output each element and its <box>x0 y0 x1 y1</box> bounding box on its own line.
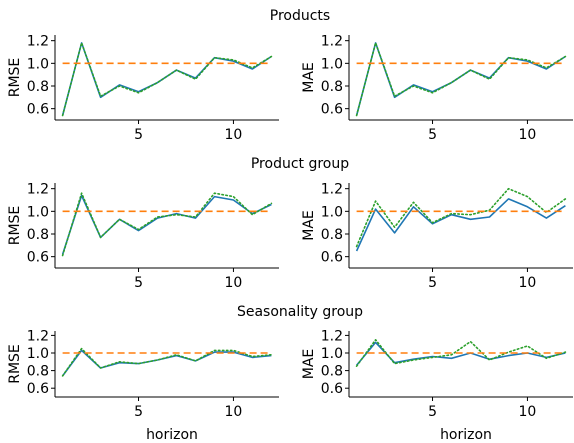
x-tick-label: 5 <box>134 275 143 291</box>
y-tick-label: 1.2 <box>27 182 49 198</box>
x-tick-label: 10 <box>225 275 243 291</box>
y-axis-label: MAE <box>301 349 317 380</box>
y-tick-label: 0.8 <box>27 79 49 95</box>
panel-4: 0.6 0.8 1.0 1.2 5 10 MAE <box>301 182 573 291</box>
series-line-solid <box>357 199 566 251</box>
y-tick-label: 0.6 <box>27 381 49 397</box>
panel-3: 0.6 0.8 1.0 1.2 5 10 RMSE <box>7 182 279 291</box>
row-title-seasonality-group: Seasonality group <box>237 304 363 320</box>
y-tick-label: 0.6 <box>27 250 49 266</box>
y-axis-label: MAE <box>301 62 317 93</box>
x-tick-label: 10 <box>225 127 243 143</box>
panel-5: 0.60.8 1.0 1.2 5 10 RMSE <box>7 328 279 420</box>
y-tick-label: 0.8 <box>27 364 49 380</box>
series-line-solid <box>63 350 272 376</box>
y-tick-label: 1.0 <box>321 204 343 220</box>
y-axis-label: MAE <box>301 210 317 241</box>
y-tick-label: 1.0 <box>27 346 49 362</box>
y-tick-label: 0.8 <box>27 227 49 243</box>
y-tick-label: 1.0 <box>27 204 49 220</box>
x-tick-label: 10 <box>519 127 537 143</box>
panel-6: 0.60.8 1.0 1.2 5 10 MAE <box>301 328 573 420</box>
y-tick-label: 1.0 <box>27 56 49 72</box>
y-tick-label: 0.8 <box>321 227 343 243</box>
x-tick-label: 10 <box>519 404 537 420</box>
panel-2: 0.6 0.8 1.0 1.2 5 10 MAE <box>301 34 573 143</box>
x-tick-label: 5 <box>134 404 143 420</box>
y-tick-label: 1.2 <box>27 34 49 50</box>
y-tick-label: 0.8 <box>321 364 343 380</box>
y-tick-label: 0.8 <box>321 79 343 95</box>
x-tick-label: 10 <box>225 404 243 420</box>
row-title-products: Products <box>270 8 330 24</box>
series-line-solid <box>357 342 566 365</box>
x-tick-label: 10 <box>519 275 537 291</box>
y-tick-label: 0.6 <box>27 102 49 118</box>
x-tick-label: 5 <box>428 127 437 143</box>
x-axis-label-right: horizon <box>440 427 492 443</box>
y-tick-label: 1.2 <box>321 182 343 198</box>
y-axis-label: RMSE <box>7 344 23 384</box>
y-tick-label: 1.2 <box>321 34 343 50</box>
y-axis-label: RMSE <box>7 58 23 98</box>
y-tick-label: 1.0 <box>321 56 343 72</box>
x-tick-label: 5 <box>428 275 437 291</box>
y-tick-label: 0.6 <box>321 102 343 118</box>
y-tick-label: 0.6 <box>321 250 343 266</box>
series-line-dotted <box>357 43 566 116</box>
y-tick-label: 1.2 <box>27 328 49 344</box>
row-title-product-group: Product group <box>251 156 349 172</box>
y-axis-label: RMSE <box>7 206 23 246</box>
x-tick-label: 5 <box>134 127 143 143</box>
y-tick-label: 0.6 <box>321 381 343 397</box>
x-axis-label-left: horizon <box>146 427 198 443</box>
x-tick-label: 5 <box>428 404 437 420</box>
y-tick-label: 1.0 <box>321 346 343 362</box>
series-line-dotted <box>63 43 272 116</box>
panel-1: 0.6 0.8 1.0 1.2 5 10 RMSE <box>7 34 279 143</box>
y-tick-label: 1.2 <box>321 328 343 344</box>
series-line-solid <box>63 196 272 255</box>
